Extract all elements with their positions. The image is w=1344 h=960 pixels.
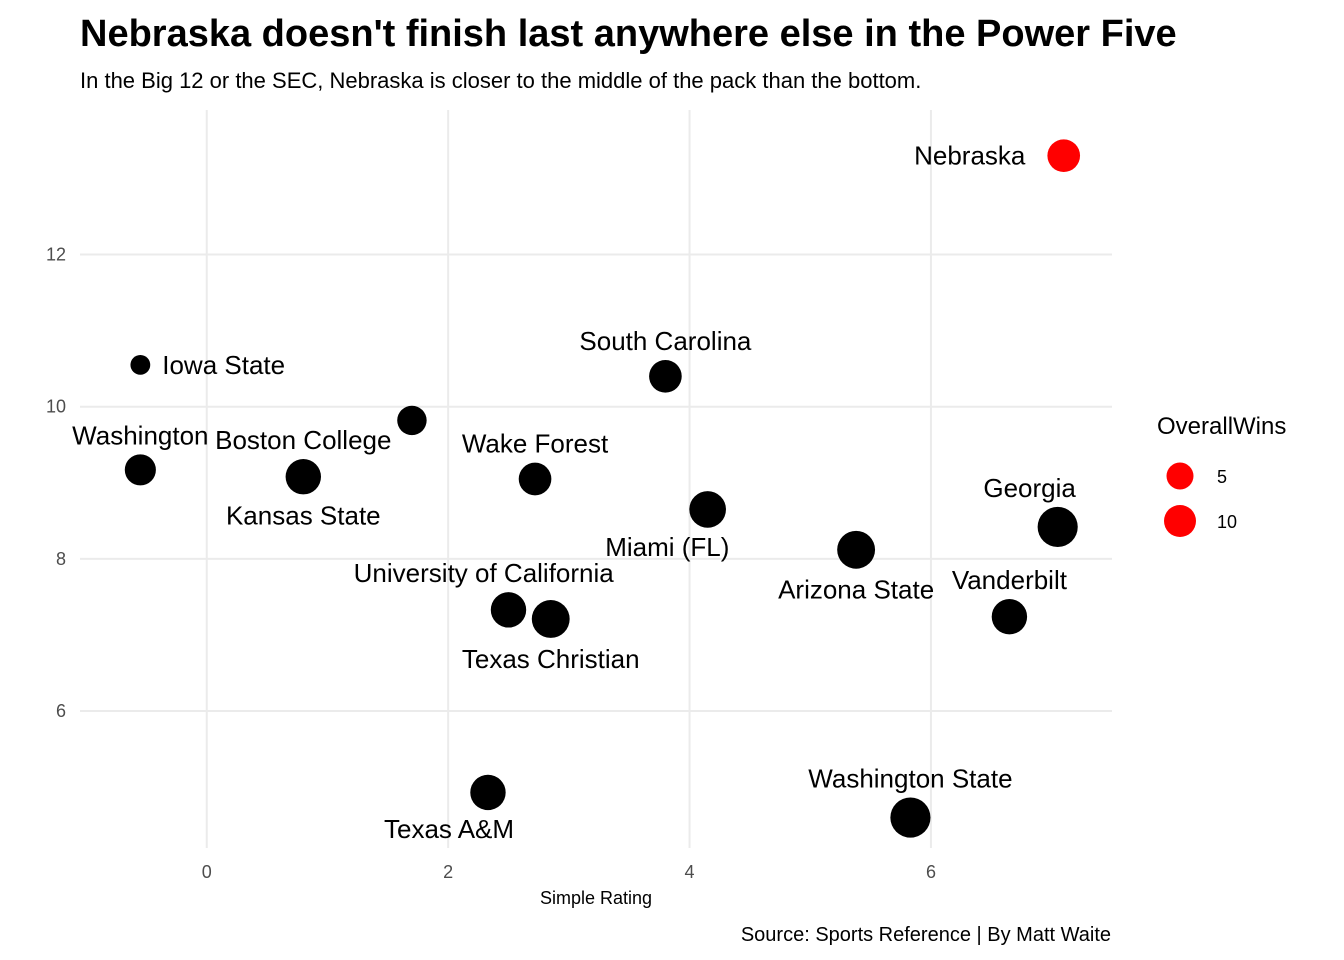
tick-labels: 0 2 4 6 6 8 10 12	[46, 245, 936, 882]
point-label: Miami (FL)	[605, 532, 729, 562]
data-points	[124, 139, 1081, 838]
point-label: Texas A&M	[384, 814, 514, 844]
y-tick-label: 12	[46, 245, 66, 265]
point-label: Washington	[72, 420, 208, 450]
point-label: Wake Forest	[462, 429, 609, 459]
data-point	[837, 530, 876, 569]
legend-entries: 5 10	[1164, 462, 1237, 537]
point-label: Washington State	[808, 764, 1012, 794]
data-point	[490, 592, 527, 628]
gridlines	[80, 110, 1112, 848]
point-labels: Nebraska Iowa State South Carolina Washingt…	[72, 141, 1076, 845]
data-point	[518, 462, 552, 496]
x-tick-label: 0	[202, 862, 212, 882]
chart-caption: Source: Sports Reference | By Matt Waite	[741, 924, 1111, 946]
data-point	[130, 354, 151, 375]
point-label: South Carolina	[579, 326, 752, 356]
legend-key	[1166, 462, 1194, 490]
x-axis-title: Simple Rating	[540, 888, 652, 908]
data-point	[1047, 139, 1081, 172]
point-label: Iowa State	[162, 350, 285, 380]
data-point	[1037, 506, 1078, 547]
x-tick-label: 6	[926, 862, 936, 882]
y-tick-label: 10	[46, 397, 66, 417]
y-tick-label: 8	[56, 549, 66, 569]
data-point	[124, 454, 156, 486]
chart-subtitle: In the Big 12 or the SEC, Nebraska is cl…	[80, 68, 921, 93]
legend-label: 10	[1217, 512, 1237, 532]
legend-title: OverallWins	[1157, 413, 1286, 440]
data-point	[285, 459, 321, 495]
point-label: Georgia	[983, 473, 1076, 503]
point-label: Nebraska	[914, 141, 1026, 171]
legend-key	[1164, 505, 1196, 537]
data-point	[470, 774, 506, 811]
legend-label: 5	[1217, 467, 1227, 487]
point-label: Boston College	[215, 425, 391, 455]
point-label: University of California	[354, 558, 615, 588]
data-point	[397, 405, 427, 436]
size-legend: OverallWins 5 10	[1157, 413, 1286, 537]
chart-title: Nebraska doesn't finish last anywhere el…	[80, 13, 1177, 55]
data-point	[991, 599, 1028, 635]
point-label: Vanderbilt	[952, 565, 1068, 595]
data-point	[531, 600, 570, 638]
x-tick-label: 2	[443, 862, 453, 882]
y-tick-label: 6	[56, 701, 66, 721]
point-label: Arizona State	[778, 575, 934, 605]
data-point	[890, 797, 931, 838]
point-label: Kansas State	[226, 500, 381, 530]
x-tick-label: 4	[685, 862, 695, 882]
data-point	[649, 359, 682, 393]
point-label: Texas Christian	[462, 644, 640, 674]
data-point	[689, 491, 726, 528]
